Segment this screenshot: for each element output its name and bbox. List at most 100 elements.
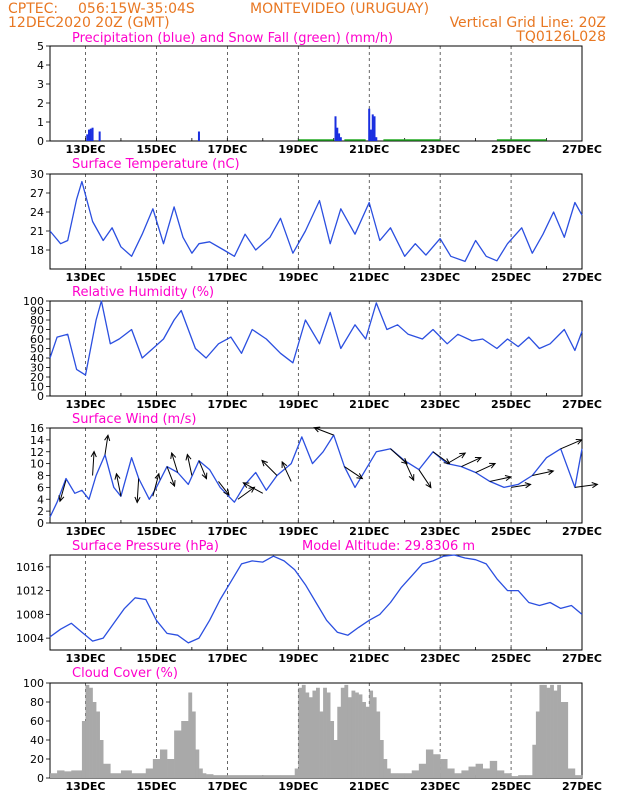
- cloud-bar: [280, 775, 296, 778]
- series-line-pressure: [49, 554, 583, 644]
- panel-humidity: 13DEC 15DEC 17DEC 19DEC 21DEC 23DEC 25DEC 27DEC…: [23, 295, 602, 411]
- cloud-bar: [195, 749, 200, 778]
- wind-arrow: [243, 482, 264, 494]
- cloud-bar: [418, 763, 427, 778]
- ytick-label-humidity: 50: [30, 343, 44, 356]
- ytick-label-humidity: 80: [30, 314, 44, 327]
- wind-arrow-head: [170, 451, 177, 460]
- cloud-bar: [99, 740, 104, 778]
- xtick-label-humidity: 25DEC: [491, 398, 531, 411]
- wind-arrow-head: [591, 482, 599, 489]
- precip-bar: [371, 114, 374, 141]
- cloud-bar: [131, 773, 147, 778]
- panel-wind: 13DEC 15DEC 17DEC 19DEC 21DEC 23DEC 25DEC 27DEC…: [30, 422, 602, 538]
- wind-arrow: [344, 466, 363, 480]
- cloud-bar: [550, 684, 554, 778]
- cloud-bar: [227, 775, 246, 778]
- wind-arrow-head: [425, 481, 432, 489]
- xtick-label-pressure: 19DEC: [278, 652, 318, 665]
- cloud-bar: [312, 690, 317, 778]
- cloud-bar: [262, 775, 281, 778]
- wind-arrow-head: [443, 458, 451, 465]
- cloud-bar: [298, 687, 303, 778]
- ytick-label-humidity: 60: [30, 333, 44, 346]
- xtick-label-wind: 25DEC: [491, 525, 531, 538]
- header-source: CPTEC:: [8, 1, 58, 17]
- ytick-label-wind: 16: [30, 422, 44, 435]
- xtick-label-humidity: 15DEC: [136, 398, 176, 411]
- cloud-bar: [503, 773, 512, 778]
- wind-arrow-head: [104, 434, 111, 442]
- cloud-bar: [344, 684, 349, 778]
- cloud-bar: [323, 687, 327, 778]
- wind-arrow-head: [223, 488, 230, 496]
- ytick-label-humidity: 0: [37, 390, 44, 403]
- ytick-label-humidity: 90: [30, 305, 44, 318]
- precip-bar: [338, 133, 341, 141]
- panel-temperature: 13DEC 15DEC 17DEC 19DEC 21DEC 23DEC 25DEC 27DEC…: [30, 168, 602, 284]
- cloud-bar: [482, 768, 491, 778]
- cloud-bar: [347, 697, 352, 778]
- cloud-bar: [81, 721, 86, 778]
- wind-arrow: [432, 451, 450, 465]
- cloud-bar: [542, 684, 547, 778]
- series-line-humidity: [49, 300, 583, 376]
- cloud-bar: [560, 702, 569, 778]
- cloud-bar: [365, 706, 370, 778]
- wind-arrow-head: [261, 459, 268, 467]
- cloud-bar: [330, 721, 335, 778]
- cloud-bar: [369, 690, 374, 778]
- cloud-bar: [372, 697, 377, 778]
- precip-bar: [334, 116, 337, 141]
- precip-bar: [373, 116, 376, 141]
- wind-arrow-head: [459, 452, 467, 459]
- cloud-bar: [213, 775, 228, 778]
- xtick-label-wind: 19DEC: [278, 525, 318, 538]
- wind-arrow: [171, 452, 179, 473]
- xtick-label-pressure: 23DEC: [420, 652, 460, 665]
- cloud-bar: [546, 687, 551, 778]
- cloud-bar: [294, 768, 299, 778]
- cloud-bar: [96, 711, 100, 778]
- cloud-bar: [468, 766, 476, 778]
- wind-arrow-head: [504, 475, 512, 482]
- wind-arrow: [115, 473, 122, 497]
- cloud-bar: [574, 775, 583, 778]
- ytick-label-humidity: 30: [30, 362, 44, 375]
- ytick-label-wind: 12: [30, 446, 44, 459]
- panel-frame-pressure: [49, 554, 583, 651]
- cloud-bar: [475, 763, 483, 778]
- wind-arrow-head: [547, 469, 555, 476]
- cloud-bar: [64, 771, 72, 778]
- wind-arrow: [218, 481, 230, 496]
- cloud-bar: [174, 730, 182, 778]
- panel-frame-humidity: [49, 300, 583, 397]
- cloud-bar: [557, 684, 562, 778]
- cloud-bar: [535, 711, 540, 778]
- ytick-label-precip: 5: [37, 40, 44, 53]
- panels-layer: 13DEC 15DEC 17DEC 19DEC 21DEC 23DEC 25DEC 27DEC…: [16, 40, 602, 793]
- xtick-label-wind: 23DEC: [420, 525, 460, 538]
- cloud-bar: [496, 770, 505, 778]
- cloud-bar: [532, 744, 537, 778]
- cloud-bar: [167, 759, 175, 778]
- ytick-label-precip: 3: [37, 78, 44, 91]
- wind-arrow-head: [489, 462, 497, 469]
- ytick-label-wind: 10: [30, 458, 44, 471]
- cloud-bar: [355, 692, 359, 778]
- cloud-bar: [191, 711, 196, 778]
- wind-arrow: [104, 435, 109, 455]
- xtick-label-wind: 27DEC: [562, 525, 602, 538]
- xtick-label-precip: 25DEC: [491, 143, 531, 156]
- cloud-bar: [351, 690, 356, 778]
- cloud-bar: [411, 770, 420, 778]
- xtick-label-temperature: 13DEC: [65, 271, 105, 284]
- cloud-bar: [206, 774, 214, 778]
- cloud-bar: [71, 770, 83, 778]
- panel-pressure: 13DEC 15DEC 17DEC 19DEC 21DEC 23DEC 25DEC 27DEC…: [16, 554, 602, 665]
- wind-arrow: [92, 451, 95, 476]
- cloud-bar: [425, 749, 434, 778]
- header-coordinates: 056:15W-35:04S: [78, 1, 195, 17]
- ytick-label-wind: 6: [37, 481, 44, 494]
